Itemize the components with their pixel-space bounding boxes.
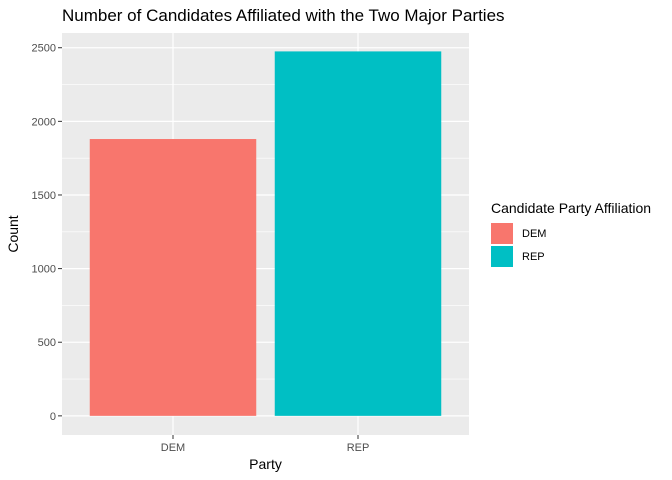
legend: Candidate Party Affiliation DEM REP [491, 200, 651, 267]
legend-key-dem [491, 223, 513, 244]
y-tick-label: 500 [38, 337, 56, 349]
x-axis-ticks: DEM REP [161, 435, 370, 454]
y-tick-label: 2500 [32, 43, 56, 55]
legend-label-rep: REP [522, 251, 545, 263]
y-tick-label: 2000 [32, 116, 56, 128]
x-axis-title: Party [249, 456, 282, 472]
bars [89, 51, 442, 416]
y-tick-label: 1000 [32, 264, 56, 276]
y-tick-label: 1500 [32, 190, 56, 202]
y-tick-label: 0 [50, 411, 56, 423]
bar-dem [89, 139, 257, 416]
y-axis-title: Count [5, 215, 21, 252]
x-tick-label: REP [347, 442, 370, 454]
legend-title: Candidate Party Affiliation [491, 200, 651, 216]
bar-rep [274, 51, 442, 416]
legend-label-dem: DEM [522, 228, 546, 240]
chart-title: Number of Candidates Affiliated with the… [62, 6, 505, 25]
legend-key-rep [491, 246, 513, 267]
x-tick-label: DEM [161, 442, 185, 454]
y-axis-ticks: 0 500 1000 1500 2000 2500 [32, 43, 62, 423]
